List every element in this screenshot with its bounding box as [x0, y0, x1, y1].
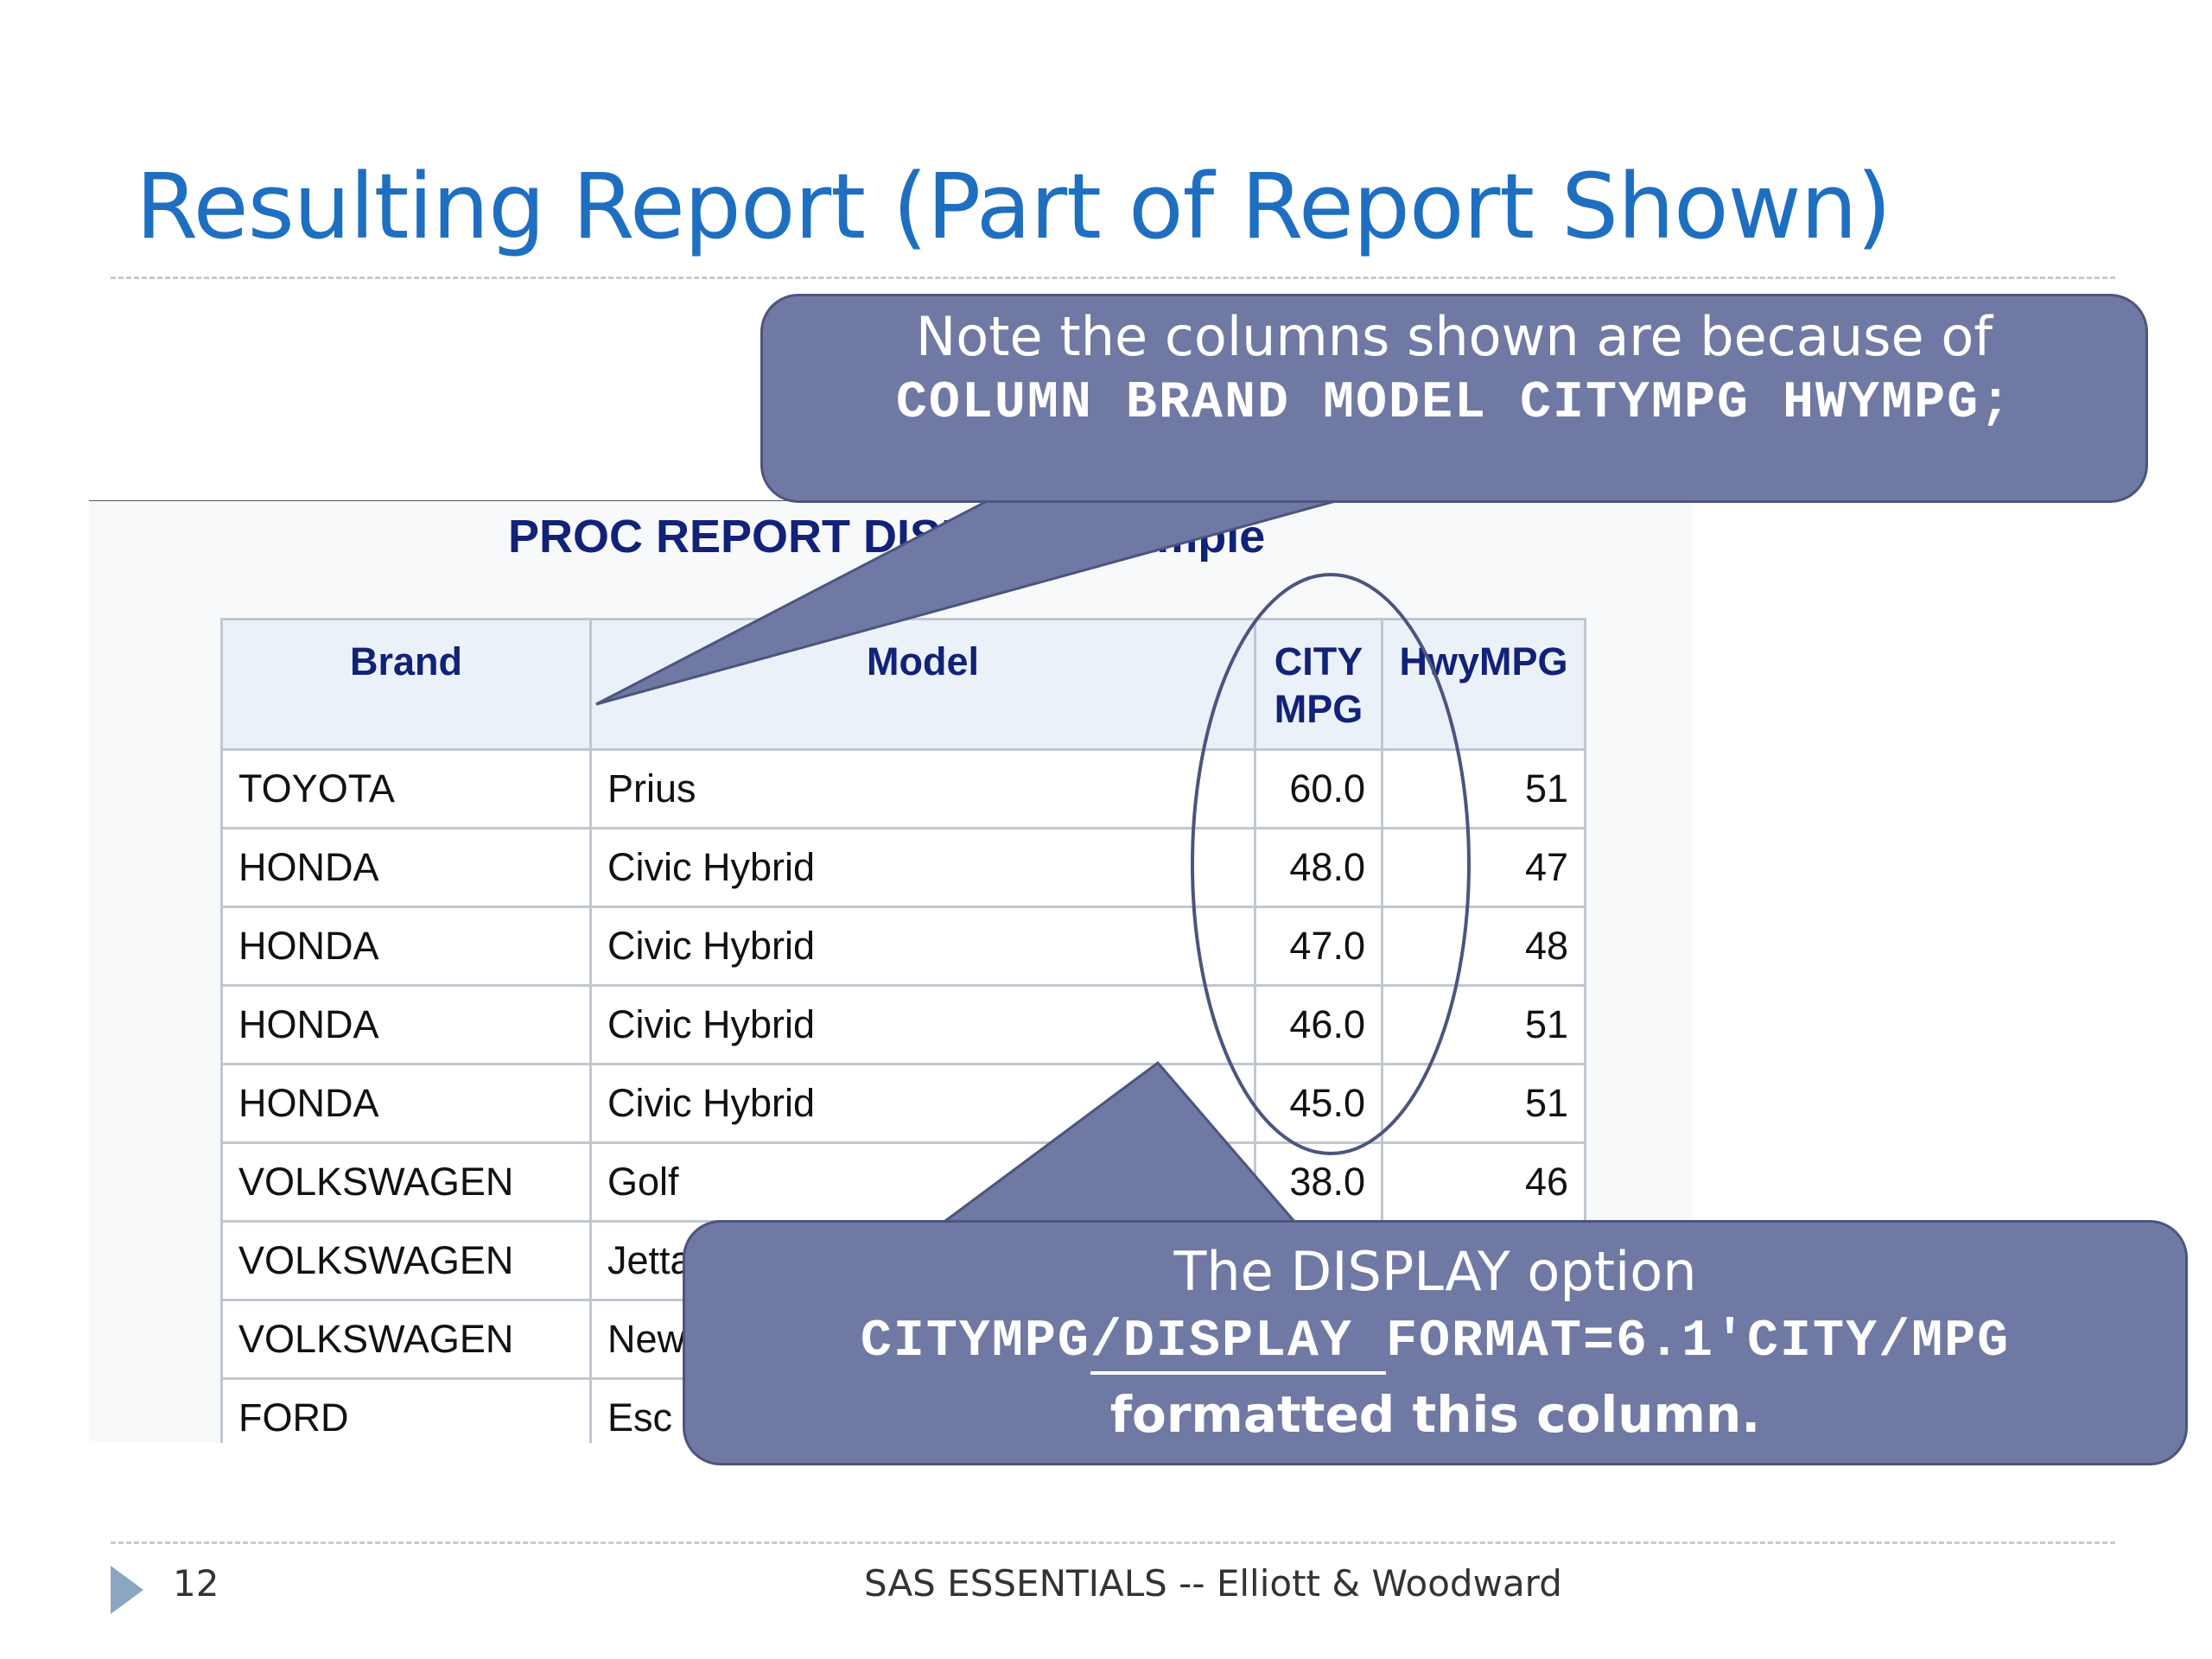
cell-citympg: 60.0	[1254, 748, 1383, 830]
header-city-line2: MPG	[1274, 687, 1363, 731]
header-row: Brand Model CITY MPG HwyMPG	[220, 618, 1586, 751]
citympg-highlight-ellipse	[1191, 573, 1471, 1155]
bullet-arrow-icon	[111, 1566, 143, 1614]
cell-hwympg: 51	[1381, 1063, 1586, 1144]
cell-brand: VOLKSWAGEN	[220, 1299, 592, 1380]
slide-title: Resulting Report (Part of Report Shown)	[136, 154, 1891, 259]
cell-citympg: 47.0	[1254, 906, 1383, 987]
page-number: 12	[173, 1562, 219, 1605]
cell-brand: HONDA	[220, 984, 592, 1065]
cell-brand: HONDA	[220, 906, 592, 987]
column-statement-code: COLUMN BRAND MODEL CITYMPG HWYMPG;	[895, 374, 2013, 433]
cell-hwympg: 48	[1381, 906, 1586, 987]
table-row: HONDA Civic Hybrid 48.0 47	[220, 827, 1586, 908]
cell-citympg: 46.0	[1254, 984, 1383, 1065]
cell-model: Civic Hybrid	[589, 906, 1256, 987]
header-brand: Brand	[220, 618, 592, 751]
cell-hwympg: 51	[1381, 748, 1586, 830]
code-part-display: /DISPLAY	[1090, 1313, 1386, 1375]
cell-brand: VOLKSWAGEN	[220, 1220, 592, 1301]
table-row: TOYOTA Prius 60.0 51	[220, 748, 1586, 830]
display-callout-conclusion: formatted this column.	[1109, 1385, 1761, 1444]
cell-hwympg: 47	[1381, 827, 1586, 908]
cell-brand: HONDA	[220, 827, 592, 908]
cell-model: Civic Hybrid	[589, 827, 1256, 908]
cell-brand: HONDA	[220, 1063, 592, 1144]
footer-text: SAS ESSENTIALS -- Elliott & Woodward	[864, 1562, 1562, 1605]
cell-hwympg: 46	[1381, 1141, 1586, 1223]
cell-model: Civic Hybrid	[589, 984, 1256, 1065]
cell-brand: TOYOTA	[220, 748, 592, 830]
cell-brand: VOLKSWAGEN	[220, 1141, 592, 1223]
cell-brand: FORD	[220, 1377, 592, 1443]
header-citympg: CITY MPG	[1254, 618, 1383, 751]
columns-callout: Note the columns shown are because of CO…	[760, 294, 2148, 503]
columns-callout-text: Note the columns shown are because of	[915, 305, 1993, 368]
cell-model: Prius	[589, 748, 1256, 830]
table-row: HONDA Civic Hybrid 46.0 51	[220, 984, 1586, 1065]
code-part-format: FORMAT=6.1'CITY/MPG	[1385, 1313, 2011, 1371]
title-divider	[111, 276, 2115, 279]
define-statement-code: CITYMPG/DISPLAY FORMAT=6.1'CITY/MPG	[685, 1313, 2185, 1375]
cell-citympg: 48.0	[1254, 827, 1383, 908]
header-city-line1: CITY	[1274, 639, 1363, 683]
display-callout-text: The DISPLAY option	[1173, 1240, 1697, 1303]
footer-divider	[111, 1541, 2115, 1544]
code-part-a: CITYMPG	[860, 1313, 1090, 1371]
header-hwympg: HwyMPG	[1381, 618, 1586, 751]
top-callout-pointer	[595, 496, 1349, 706]
display-option-callout: The DISPLAY option CITYMPG/DISPLAY FORMA…	[683, 1220, 2188, 1465]
cell-hwympg: 51	[1381, 984, 1586, 1065]
header-model: Model	[589, 618, 1256, 751]
table-row: HONDA Civic Hybrid 47.0 48	[220, 906, 1586, 987]
